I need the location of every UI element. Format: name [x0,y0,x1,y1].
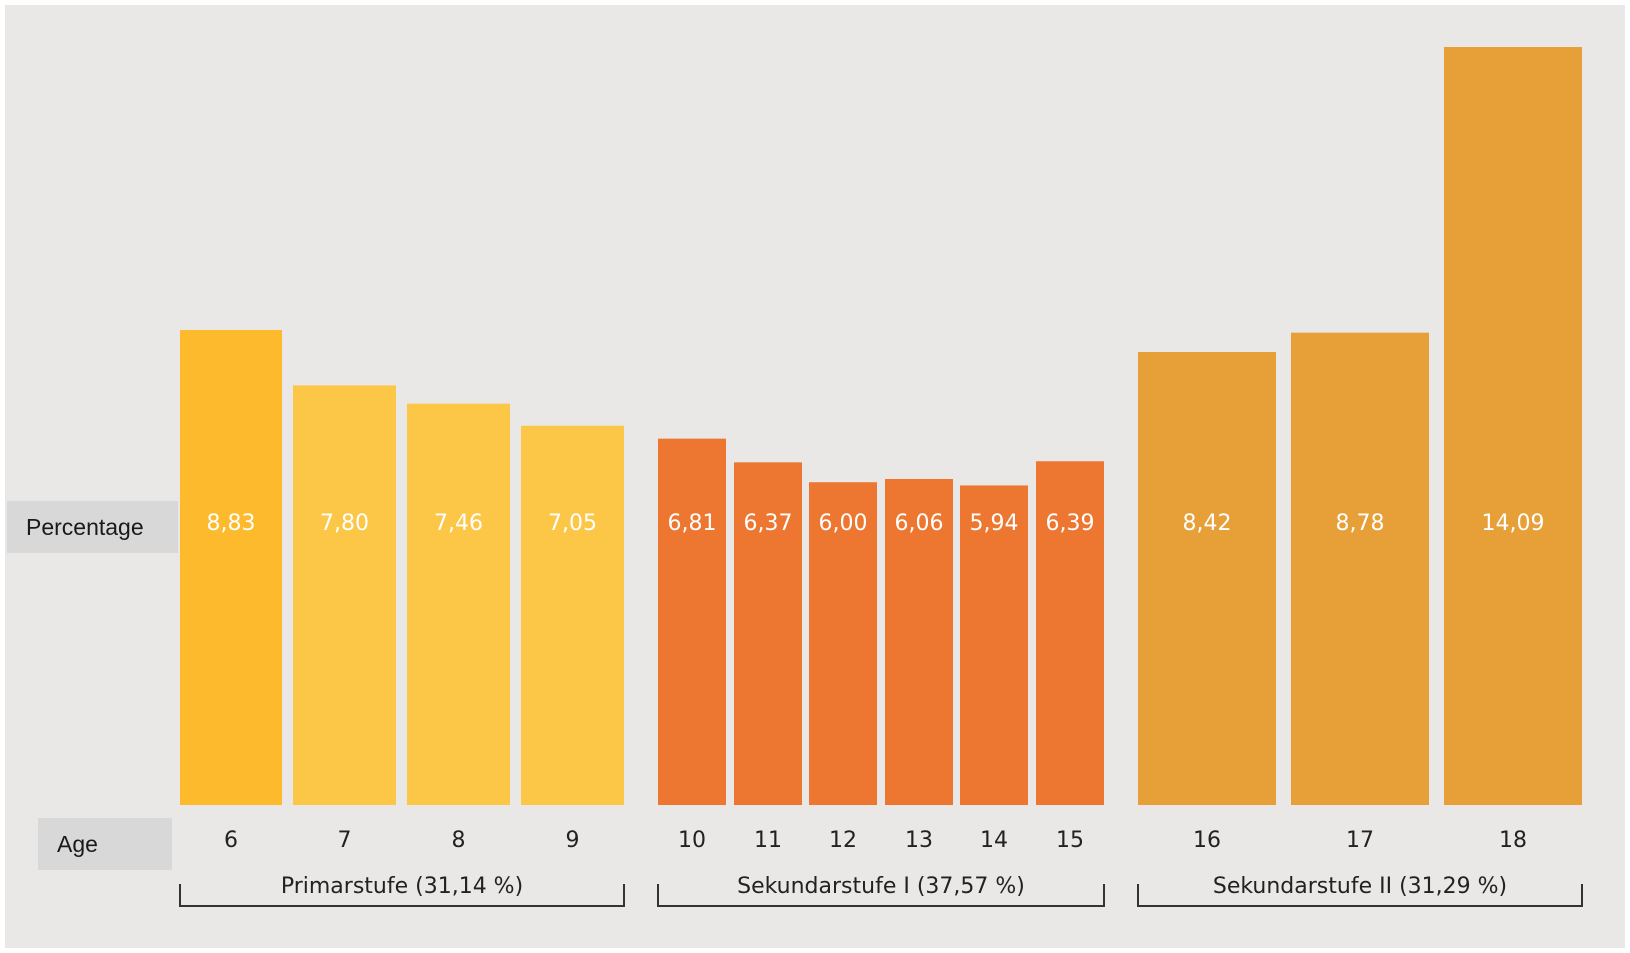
bar-age-6 [180,329,282,805]
bar-age-9 [521,425,624,805]
bar-age-13 [885,478,953,805]
bar-value-label: 7,80 [320,511,369,536]
bar-chart: 8,83 6 7,80 7 7,46 8 7,05 9 6,81 10 6,37 11 6,00 12 6,… [179,47,1583,907]
age-tick-label: 17 [1346,828,1374,853]
chart-panel: 8,83 6 7,80 7 7,46 8 7,05 9 6,81 10 6,37 11 6,00 12 6,… [5,5,1625,948]
bar-age-8 [407,403,510,805]
bar-age-16 [1138,352,1276,805]
bar-value-label: 8,42 [1183,511,1232,536]
group-bracket [657,884,1105,907]
group-bracket [179,884,625,907]
age-tick-label: 7 [338,828,352,853]
bar-age-10 [658,438,726,805]
bar-age-11 [734,462,802,805]
bar-age-12 [809,482,877,805]
bar-age-7 [293,385,396,805]
age-tick-label: 9 [566,828,580,853]
bar-value-label: 8,83 [207,511,256,536]
group-label: Sekundarstufe I (37,57 %) [737,874,1025,899]
age-tick-label: 8 [452,828,466,853]
bar-age-15 [1036,461,1104,805]
bar-value-label: 7,46 [434,511,483,536]
bar-value-label: 5,94 [970,511,1019,536]
age-tick-label: 11 [754,828,782,853]
percentage-row-label: Percentage [7,501,178,553]
bar-age-18 [1444,47,1582,805]
bar-age-17 [1291,332,1429,805]
age-tick-label: 12 [829,828,857,853]
age-tick-label: 14 [980,828,1008,853]
bar-value-label: 6,37 [744,511,793,536]
age-tick-label: 15 [1056,828,1084,853]
bar-value-label: 7,05 [548,511,597,536]
age-tick-label: 10 [678,828,706,853]
bar-value-label: 6,00 [819,511,868,536]
bar-value-label: 6,39 [1046,511,1095,536]
age-tick-label: 18 [1499,828,1527,853]
age-tick-label: 16 [1193,828,1221,853]
age-tick-label: 6 [224,828,238,853]
age-row-label: Age [38,818,172,870]
bar-value-label: 6,81 [668,511,717,536]
age-tick-label: 13 [905,828,933,853]
bar-value-label: 6,06 [895,511,944,536]
group-label: Sekundarstufe II (31,29 %) [1213,874,1507,899]
bar-value-label: 14,09 [1482,511,1545,536]
group-label: Primarstufe (31,14 %) [281,874,523,899]
group-bracket [1137,884,1583,907]
bar-value-label: 8,78 [1336,511,1385,536]
bar-age-14 [960,485,1028,805]
